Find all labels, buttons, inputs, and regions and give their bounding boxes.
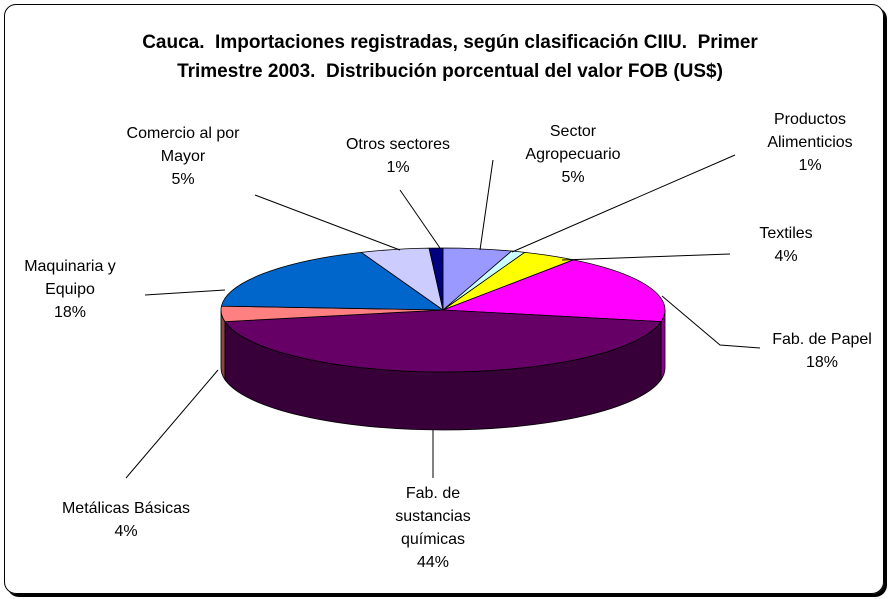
slice-label: Otros sectores 1% [333,133,463,179]
leader-line [254,194,401,251]
slice [220,251,445,311]
value-label: 4% [114,523,138,540]
value-label: 4% [774,248,798,265]
leader-line [399,189,441,249]
leader-line [511,154,736,253]
slice [442,259,666,323]
category-label: Comercio al por Mayor [126,125,240,165]
leader-line [561,253,731,261]
slice-label: Sector Agropecuario 5% [513,120,633,189]
slice-label: Metálicas Básicas 4% [36,497,216,543]
value-label: 18% [53,304,87,321]
slice-label: Fab. de sustancias químicas 44% [378,482,488,574]
leader-line [479,159,494,251]
category-label: Maquinaria y Equipo [24,258,116,298]
category-label: Fab. de Papel [772,331,872,348]
chart-title: Cauca. Importaciones registradas, según … [142,32,764,82]
slice-label: Fab. de Papel 18% [752,328,892,374]
slice-label: Comercio al por Mayor 5% [108,122,258,191]
leader-line [661,295,761,349]
category-label: Fab. de sustancias químicas [395,485,471,548]
category-label: Productos Alimenticios [767,111,853,151]
value-label: 1% [386,159,410,176]
category-label: Metálicas Básicas [61,500,191,517]
value-label: 44% [416,554,450,571]
category-label: Textiles [759,225,813,242]
slice-label: Maquinaria y Equipo 18% [10,255,130,324]
value-label: 5% [171,171,195,188]
value-label: 18% [805,354,839,371]
slice-label: Textiles 4% [731,222,841,268]
category-label: Sector Agropecuario [525,123,621,163]
category-label: Otros sectores [345,136,451,153]
slice [224,309,662,373]
slice-label: Productos Alimenticios 1% [750,108,870,177]
leader-line [125,369,219,479]
slice [428,247,444,311]
chart-frame [4,4,884,594]
value-label: 1% [798,157,822,174]
value-label: 5% [561,169,585,186]
leader-line [144,289,226,296]
